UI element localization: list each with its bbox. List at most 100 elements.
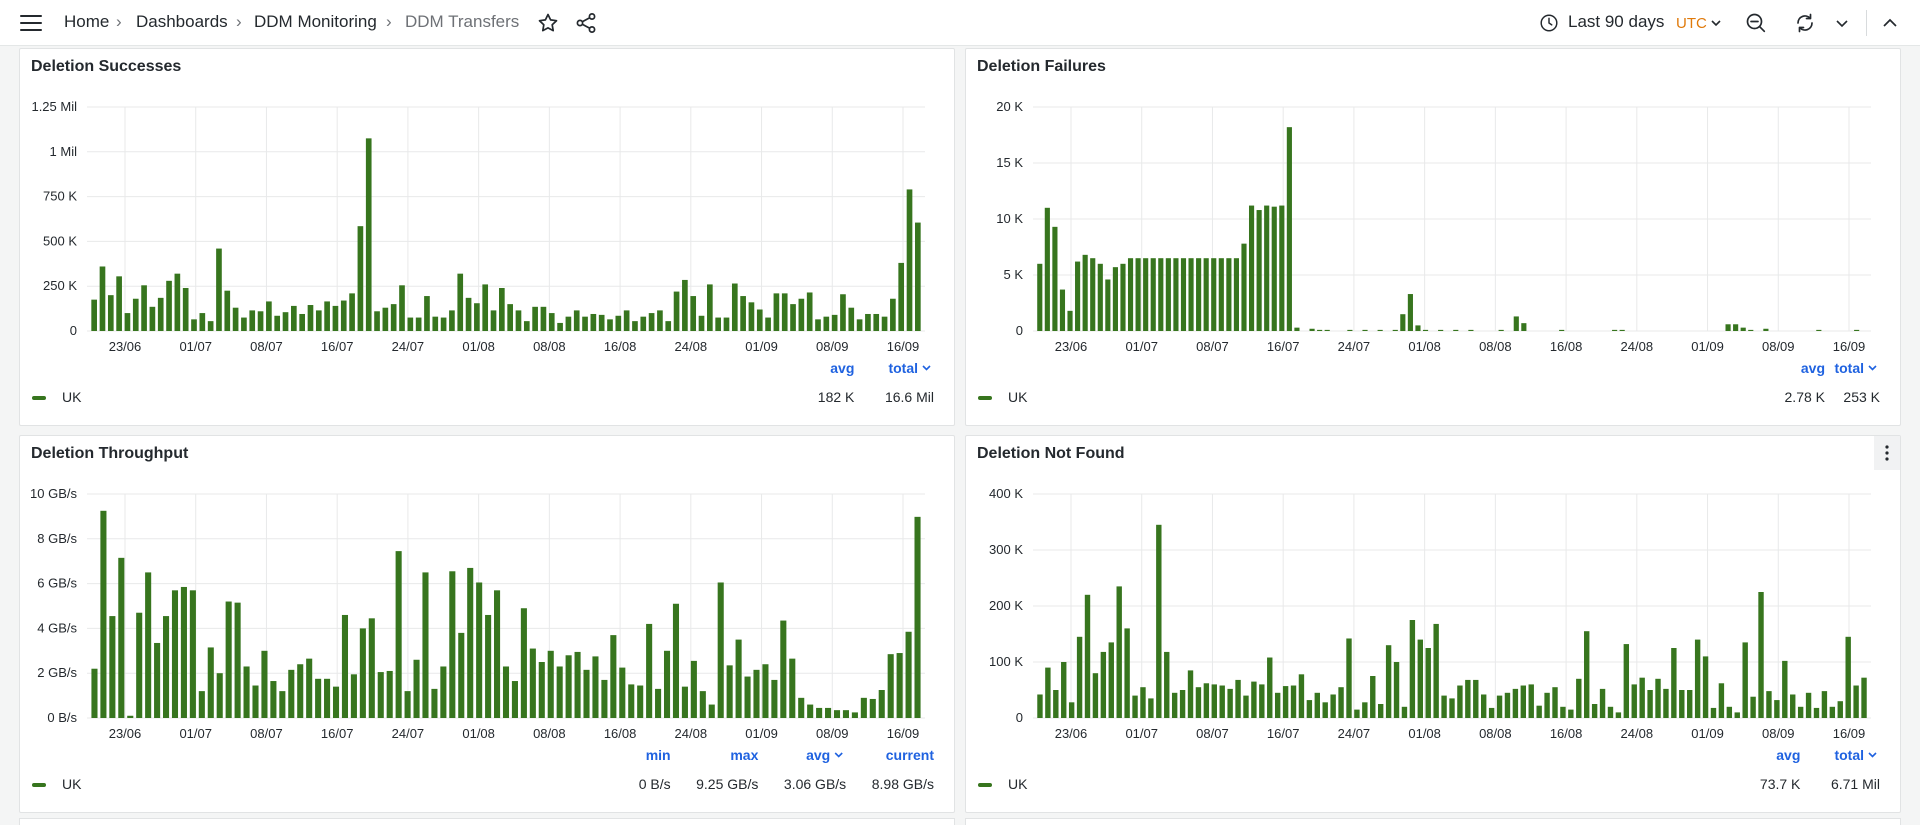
- bar[interactable]: [601, 679, 608, 718]
- bar[interactable]: [377, 672, 384, 718]
- bar[interactable]: [241, 317, 247, 331]
- bar[interactable]: [1512, 688, 1519, 718]
- bar[interactable]: [816, 707, 823, 718]
- bar[interactable]: [823, 316, 830, 331]
- bar[interactable]: [1059, 289, 1066, 331]
- bar[interactable]: [1385, 645, 1392, 718]
- bar[interactable]: [1082, 254, 1088, 331]
- bar[interactable]: [1211, 258, 1217, 331]
- bar[interactable]: [1607, 706, 1614, 718]
- bar[interactable]: [780, 620, 787, 718]
- bar[interactable]: [1528, 684, 1534, 718]
- bar[interactable]: [474, 303, 480, 331]
- breadcrumb-home[interactable]: Home: [64, 12, 110, 31]
- legend-header-avg[interactable]: avg: [1776, 747, 1800, 763]
- bar[interactable]: [1457, 685, 1463, 718]
- bar[interactable]: [1766, 691, 1772, 718]
- bar[interactable]: [1813, 707, 1820, 718]
- bar[interactable]: [771, 679, 778, 718]
- bar[interactable]: [1248, 205, 1255, 331]
- bar[interactable]: [815, 319, 821, 331]
- bar[interactable]: [1465, 679, 1471, 718]
- share-icon[interactable]: [574, 11, 598, 35]
- bar[interactable]: [898, 262, 905, 331]
- bar[interactable]: [1401, 706, 1408, 718]
- bar[interactable]: [610, 635, 617, 718]
- bar[interactable]: [715, 317, 721, 331]
- bar[interactable]: [1377, 704, 1384, 718]
- bar[interactable]: [145, 572, 152, 718]
- bar[interactable]: [1726, 706, 1733, 718]
- legend-header-total[interactable]: total: [1834, 360, 1864, 376]
- bar[interactable]: [1758, 592, 1764, 718]
- bar[interactable]: [663, 650, 671, 718]
- bar[interactable]: [307, 305, 314, 331]
- bar[interactable]: [1171, 692, 1178, 718]
- bar[interactable]: [141, 285, 147, 331]
- legend-series-name[interactable]: UK: [62, 389, 82, 405]
- bar[interactable]: [1309, 328, 1315, 331]
- bar[interactable]: [1536, 705, 1542, 718]
- bar[interactable]: [332, 305, 339, 331]
- bar[interactable]: [831, 314, 838, 331]
- bar[interactable]: [499, 287, 505, 331]
- bar[interactable]: [583, 669, 590, 718]
- bar[interactable]: [619, 667, 626, 718]
- bar[interactable]: [1354, 709, 1360, 718]
- bar[interactable]: [1322, 702, 1328, 718]
- bar[interactable]: [1631, 684, 1637, 718]
- bar[interactable]: [1124, 628, 1130, 718]
- bar[interactable]: [1733, 324, 1739, 331]
- bar[interactable]: [1241, 243, 1247, 331]
- legend-header-avg[interactable]: avg: [806, 747, 830, 763]
- bar[interactable]: [482, 284, 489, 331]
- bar[interactable]: [1468, 329, 1474, 331]
- bar[interactable]: [116, 276, 122, 331]
- bar[interactable]: [1559, 329, 1565, 331]
- bar[interactable]: [1195, 687, 1202, 718]
- bar[interactable]: [1725, 324, 1731, 331]
- bar[interactable]: [1256, 210, 1262, 331]
- collapse-icon[interactable]: [1880, 11, 1900, 35]
- bar[interactable]: [357, 226, 364, 331]
- bar[interactable]: [762, 664, 769, 718]
- bar[interactable]: [1422, 329, 1429, 331]
- bar[interactable]: [682, 279, 688, 331]
- bar[interactable]: [349, 293, 355, 331]
- bar[interactable]: [1623, 644, 1630, 718]
- bar[interactable]: [174, 273, 181, 331]
- bar[interactable]: [99, 266, 106, 331]
- bar[interactable]: [270, 681, 277, 718]
- bar[interactable]: [502, 666, 510, 718]
- bar[interactable]: [1037, 694, 1043, 718]
- bar[interactable]: [1599, 688, 1606, 718]
- bar[interactable]: [1362, 702, 1368, 718]
- bar[interactable]: [1158, 258, 1164, 331]
- bar[interactable]: [1647, 690, 1653, 718]
- bar[interactable]: [1120, 263, 1126, 331]
- bar[interactable]: [1045, 667, 1051, 718]
- bar[interactable]: [422, 572, 429, 718]
- bar[interactable]: [673, 291, 680, 331]
- bar[interactable]: [189, 590, 196, 718]
- bar[interactable]: [878, 690, 885, 718]
- bar[interactable]: [1496, 695, 1503, 718]
- bar[interactable]: [905, 631, 912, 718]
- bar[interactable]: [324, 301, 330, 331]
- bar[interactable]: [1845, 636, 1851, 718]
- bar[interactable]: [163, 616, 170, 718]
- bar[interactable]: [1829, 706, 1836, 718]
- bar[interactable]: [538, 662, 545, 718]
- bar[interactable]: [440, 666, 447, 718]
- bar[interactable]: [431, 688, 438, 718]
- bar[interactable]: [350, 674, 357, 718]
- bar[interactable]: [1112, 267, 1118, 331]
- bar[interactable]: [698, 315, 705, 331]
- bar[interactable]: [261, 650, 268, 718]
- bar[interactable]: [1742, 642, 1748, 718]
- bar[interactable]: [467, 567, 474, 718]
- bar[interactable]: [690, 296, 697, 331]
- bar[interactable]: [1805, 692, 1812, 718]
- bar[interactable]: [1052, 226, 1058, 331]
- bar[interactable]: [182, 287, 189, 331]
